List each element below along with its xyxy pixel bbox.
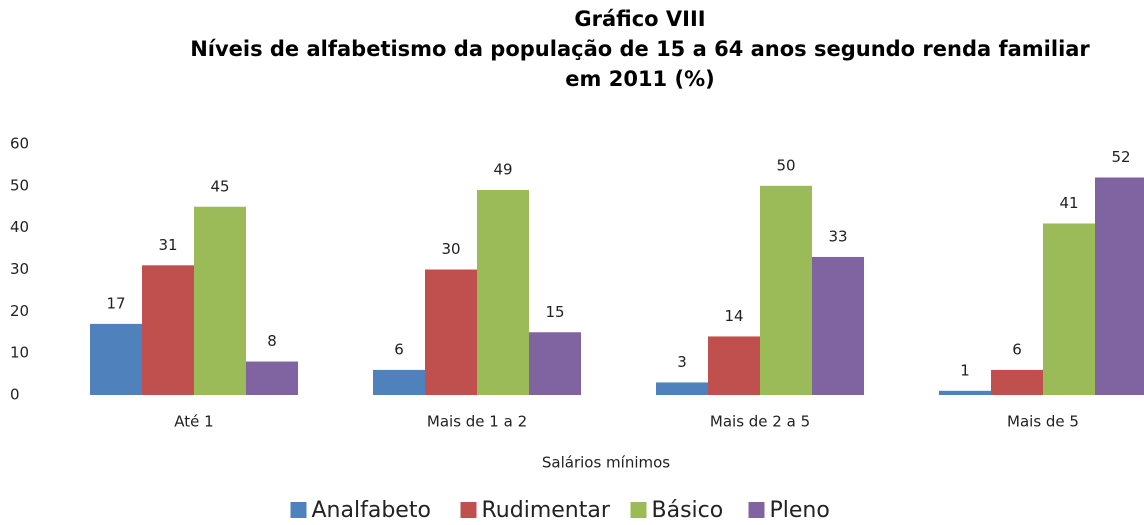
x-tick-label: Mais de 5 <box>1007 413 1079 431</box>
x-tick-label: Mais de 2 a 5 <box>710 413 810 431</box>
y-tick-label: 40 <box>10 218 29 236</box>
legend: Analfabeto Rudimentar Básico Pleno <box>290 498 830 523</box>
bar <box>1043 223 1095 395</box>
value-label: 3 <box>677 353 687 371</box>
y-tick-label: 20 <box>10 302 29 320</box>
bar <box>939 390 991 395</box>
bar <box>425 269 477 395</box>
bar <box>760 185 812 395</box>
value-label: 49 <box>493 161 512 179</box>
bar <box>1095 177 1144 395</box>
bar <box>529 332 581 395</box>
value-label: 33 <box>828 227 847 245</box>
y-tick-label: 0 <box>10 386 20 404</box>
bar <box>991 369 1043 395</box>
value-label: 17 <box>106 294 125 312</box>
legend-swatch <box>630 502 647 518</box>
value-label: 52 <box>1111 148 1130 166</box>
bar <box>142 265 194 395</box>
value-label: 50 <box>776 156 795 174</box>
legend-label: Rudimentar <box>482 498 611 523</box>
bar <box>194 206 246 395</box>
value-label: 30 <box>441 240 460 258</box>
legend-label: Pleno <box>770 498 830 523</box>
value-label: 6 <box>1012 340 1022 358</box>
legend-label: Básico <box>652 498 724 523</box>
x-axis-label: Salários mínimos <box>542 454 670 472</box>
bar <box>812 256 864 395</box>
legend-swatch <box>460 502 477 518</box>
bar <box>477 190 529 395</box>
legend-swatch <box>290 502 307 518</box>
bar <box>373 369 425 395</box>
chart-subtitle: Níveis de alfabetismo da população de 15… <box>190 37 1090 91</box>
titles: Gráfico VIII Níveis de alfabetismo da po… <box>160 4 1120 94</box>
value-label: 41 <box>1059 194 1078 212</box>
legend-swatch <box>748 502 765 518</box>
y-tick-label: 60 <box>10 135 29 153</box>
y-tick-label: 30 <box>10 260 29 278</box>
bar <box>246 361 298 395</box>
value-label: 45 <box>210 177 229 195</box>
bar <box>708 336 760 395</box>
bar <box>90 323 142 395</box>
value-label: 15 <box>545 303 564 321</box>
y-tick-label: 10 <box>10 344 29 362</box>
value-label: 1 <box>960 361 970 379</box>
value-label: 8 <box>267 332 277 350</box>
bar <box>656 382 708 395</box>
legend-label: Analfabeto <box>312 498 431 523</box>
value-label: 14 <box>724 307 743 325</box>
y-tick-label: 50 <box>10 176 29 194</box>
value-label: 6 <box>394 340 404 358</box>
chart-title: Gráfico VIII <box>574 7 706 31</box>
x-tick-label: Mais de 1 a 2 <box>427 413 527 431</box>
x-tick-label: Até 1 <box>174 413 213 431</box>
value-label: 31 <box>158 236 177 254</box>
